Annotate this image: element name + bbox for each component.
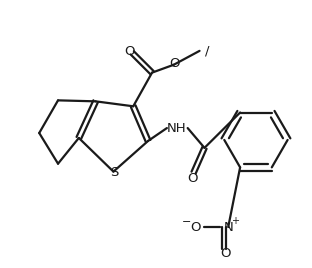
Text: O: O [124, 45, 134, 58]
Text: O: O [188, 172, 198, 185]
Text: O: O [169, 57, 180, 70]
Text: N: N [223, 221, 233, 233]
Text: −: − [182, 217, 191, 227]
Text: S: S [110, 166, 119, 179]
Text: +: + [231, 216, 239, 226]
Text: NH: NH [167, 122, 187, 135]
Text: /: / [205, 44, 210, 57]
Text: O: O [190, 221, 201, 233]
Text: O: O [220, 247, 231, 260]
